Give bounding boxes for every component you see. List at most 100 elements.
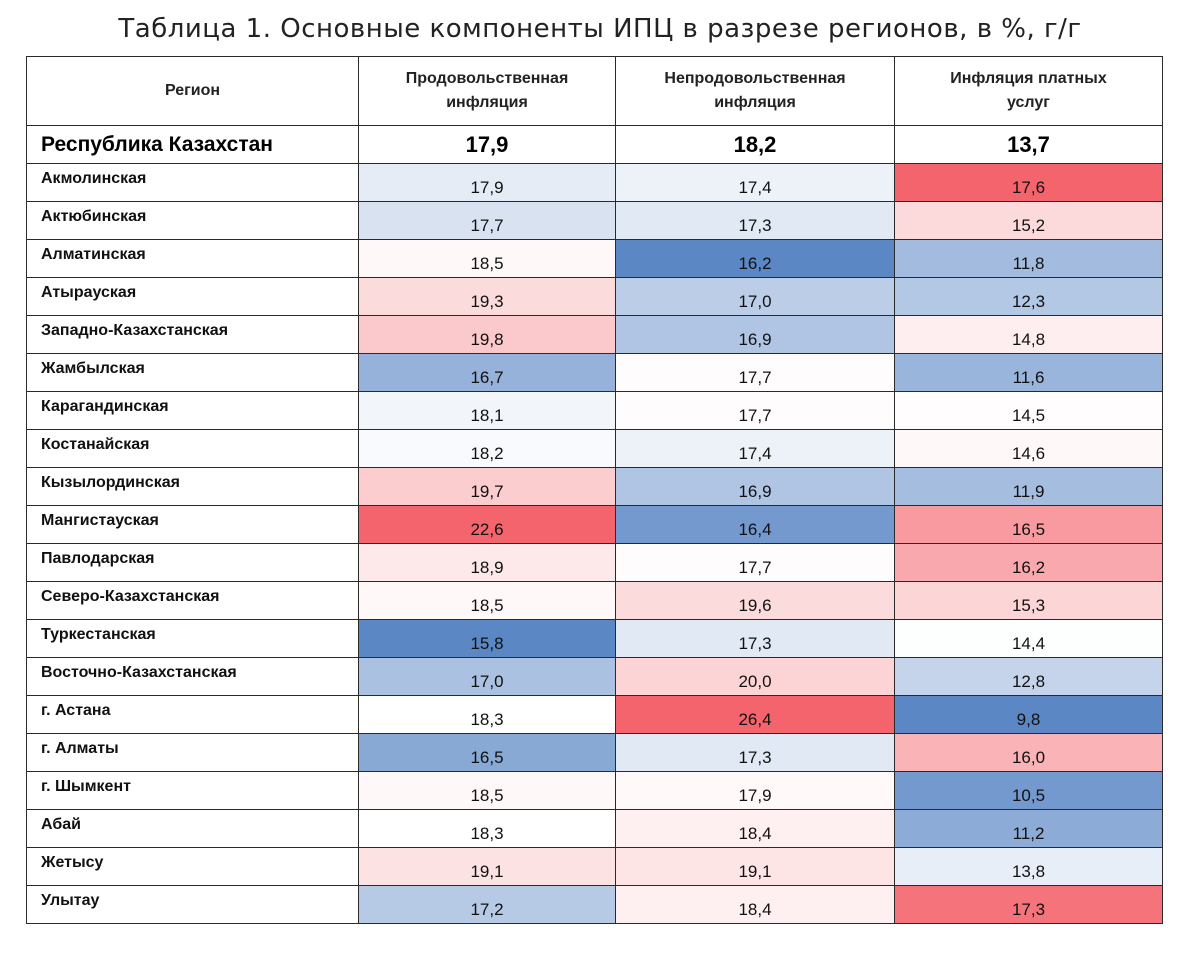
table-row: г. Алматы 16,5 17,3 16,0 bbox=[26, 733, 1163, 772]
heat-cell-nonfood: 17,4 bbox=[615, 163, 895, 202]
table-row: Северо-Казахстанская 18,5 19,6 15,3 bbox=[26, 581, 1163, 620]
heat-cell-nonfood: 18,4 bbox=[615, 885, 895, 924]
heat-cell-food: 15,8 bbox=[358, 619, 616, 658]
heat-cell-food: 18,5 bbox=[358, 239, 616, 278]
heat-cell-nonfood: 17,3 bbox=[615, 619, 895, 658]
heat-cell-food: 18,5 bbox=[358, 771, 616, 810]
heat-cell-nonfood: 16,9 bbox=[615, 315, 895, 354]
heat-cell-services: 13,8 bbox=[894, 847, 1163, 886]
table-row: Кызылординская 19,7 16,9 11,9 bbox=[26, 467, 1163, 506]
region-name: Кызылординская bbox=[26, 467, 359, 506]
table-row: Абай 18,3 18,4 11,2 bbox=[26, 809, 1163, 848]
heat-cell-services: 17,3 bbox=[894, 885, 1163, 924]
heat-cell-nonfood: 17,3 bbox=[615, 201, 895, 240]
region-name: Павлодарская bbox=[26, 543, 359, 582]
heat-cell-services: 9,8 bbox=[894, 695, 1163, 734]
table-row: Павлодарская 18,9 17,7 16,2 bbox=[26, 543, 1163, 582]
heat-cell-nonfood: 17,0 bbox=[615, 277, 895, 316]
region-name: Жетысу bbox=[26, 847, 359, 886]
header-region: Регион bbox=[26, 56, 359, 126]
heat-cell-services: 11,9 bbox=[894, 467, 1163, 506]
heat-cell-food: 19,8 bbox=[358, 315, 616, 354]
heat-cell-food: 18,2 bbox=[358, 429, 616, 468]
heat-cell-services: 16,5 bbox=[894, 505, 1163, 544]
table-row: Восточно-Казахстанская 17,0 20,0 12,8 bbox=[26, 657, 1163, 696]
heat-cell-food: 22,6 bbox=[358, 505, 616, 544]
region-name: Актюбинская bbox=[26, 201, 359, 240]
region-name: г. Алматы bbox=[26, 733, 359, 772]
region-name: Атырауская bbox=[26, 277, 359, 316]
heat-cell-food: 18,5 bbox=[358, 581, 616, 620]
region-name: Северо-Казахстанская bbox=[26, 581, 359, 620]
heat-cell-food: 17,7 bbox=[358, 201, 616, 240]
heat-cell-services: 11,6 bbox=[894, 353, 1163, 392]
header-nonfood-inflation: Непродовольственная инфляция bbox=[615, 56, 895, 126]
table-row: Жамбылская 16,7 17,7 11,6 bbox=[26, 353, 1163, 392]
heat-cell-food: 16,7 bbox=[358, 353, 616, 392]
heat-cell-nonfood: 26,4 bbox=[615, 695, 895, 734]
heat-cell-food: 17,0 bbox=[358, 657, 616, 696]
region-name: Карагандинская bbox=[26, 391, 359, 430]
heat-cell-nonfood: 17,9 bbox=[615, 771, 895, 810]
heat-cell-nonfood: 17,7 bbox=[615, 543, 895, 582]
region-name: г. Шымкент bbox=[26, 771, 359, 810]
heat-cell-nonfood: 16,4 bbox=[615, 505, 895, 544]
heat-cell-services: 15,2 bbox=[894, 201, 1163, 240]
heat-cell-services: 14,4 bbox=[894, 619, 1163, 658]
total-food-value: 17,9 bbox=[358, 125, 616, 164]
heat-cell-services: 15,3 bbox=[894, 581, 1163, 620]
region-name: Жамбылская bbox=[26, 353, 359, 392]
heat-cell-food: 16,5 bbox=[358, 733, 616, 772]
table-row: г. Шымкент 18,5 17,9 10,5 bbox=[26, 771, 1163, 810]
region-name: Западно-Казахстанская bbox=[26, 315, 359, 354]
heat-cell-services: 16,2 bbox=[894, 543, 1163, 582]
total-services-value: 13,7 bbox=[894, 125, 1163, 164]
cpi-heatmap-table: Регион Продовольственная инфляция Непрод… bbox=[26, 56, 1163, 924]
region-name: Мангистауская bbox=[26, 505, 359, 544]
heat-cell-food: 19,3 bbox=[358, 277, 616, 316]
region-name: Костанайская bbox=[26, 429, 359, 468]
total-name: Республика Казахстан bbox=[26, 125, 359, 164]
heat-cell-services: 12,8 bbox=[894, 657, 1163, 696]
total-nonfood-value: 18,2 bbox=[615, 125, 895, 164]
heat-cell-nonfood: 19,1 bbox=[615, 847, 895, 886]
heat-cell-nonfood: 16,9 bbox=[615, 467, 895, 506]
heat-cell-services: 14,8 bbox=[894, 315, 1163, 354]
table-row: Улытау 17,2 18,4 17,3 bbox=[26, 885, 1163, 924]
heat-cell-food: 17,9 bbox=[358, 163, 616, 202]
heat-cell-food: 18,3 bbox=[358, 695, 616, 734]
region-name: Акмолинская bbox=[26, 163, 359, 202]
heat-cell-nonfood: 16,2 bbox=[615, 239, 895, 278]
table-row: Алматинская 18,5 16,2 11,8 bbox=[26, 239, 1163, 278]
table-row: Западно-Казахстанская 19,8 16,9 14,8 bbox=[26, 315, 1163, 354]
heat-cell-nonfood: 17,7 bbox=[615, 391, 895, 430]
heat-cell-food: 18,9 bbox=[358, 543, 616, 582]
table-row: Акмолинская 17,9 17,4 17,6 bbox=[26, 163, 1163, 202]
table-title: Таблица 1. Основные компоненты ИПЦ в раз… bbox=[118, 14, 1082, 44]
heat-cell-services: 12,3 bbox=[894, 277, 1163, 316]
region-name: Абай bbox=[26, 809, 359, 848]
region-name: Восточно-Казахстанская bbox=[26, 657, 359, 696]
heat-cell-nonfood: 17,4 bbox=[615, 429, 895, 468]
heat-cell-food: 19,1 bbox=[358, 847, 616, 886]
table-row: г. Астана 18,3 26,4 9,8 bbox=[26, 695, 1163, 734]
header-services-inflation: Инфляция платных услуг bbox=[894, 56, 1163, 126]
heat-cell-food: 17,2 bbox=[358, 885, 616, 924]
heat-cell-food: 18,1 bbox=[358, 391, 616, 430]
heat-cell-nonfood: 17,3 bbox=[615, 733, 895, 772]
table-row: Мангистауская 22,6 16,4 16,5 bbox=[26, 505, 1163, 544]
table-row: Жетысу 19,1 19,1 13,8 bbox=[26, 847, 1163, 886]
table-row: Костанайская 18,2 17,4 14,6 bbox=[26, 429, 1163, 468]
heat-cell-food: 19,7 bbox=[358, 467, 616, 506]
heat-cell-services: 10,5 bbox=[894, 771, 1163, 810]
heat-cell-nonfood: 17,7 bbox=[615, 353, 895, 392]
header-food-inflation: Продовольственная инфляция bbox=[358, 56, 616, 126]
table-row: Туркестанская 15,8 17,3 14,4 bbox=[26, 619, 1163, 658]
heat-cell-food: 18,3 bbox=[358, 809, 616, 848]
heat-cell-services: 14,6 bbox=[894, 429, 1163, 468]
table-row: Атырауская 19,3 17,0 12,3 bbox=[26, 277, 1163, 316]
heat-cell-nonfood: 18,4 bbox=[615, 809, 895, 848]
heat-cell-services: 11,2 bbox=[894, 809, 1163, 848]
region-name: Алматинская bbox=[26, 239, 359, 278]
heat-cell-nonfood: 20,0 bbox=[615, 657, 895, 696]
